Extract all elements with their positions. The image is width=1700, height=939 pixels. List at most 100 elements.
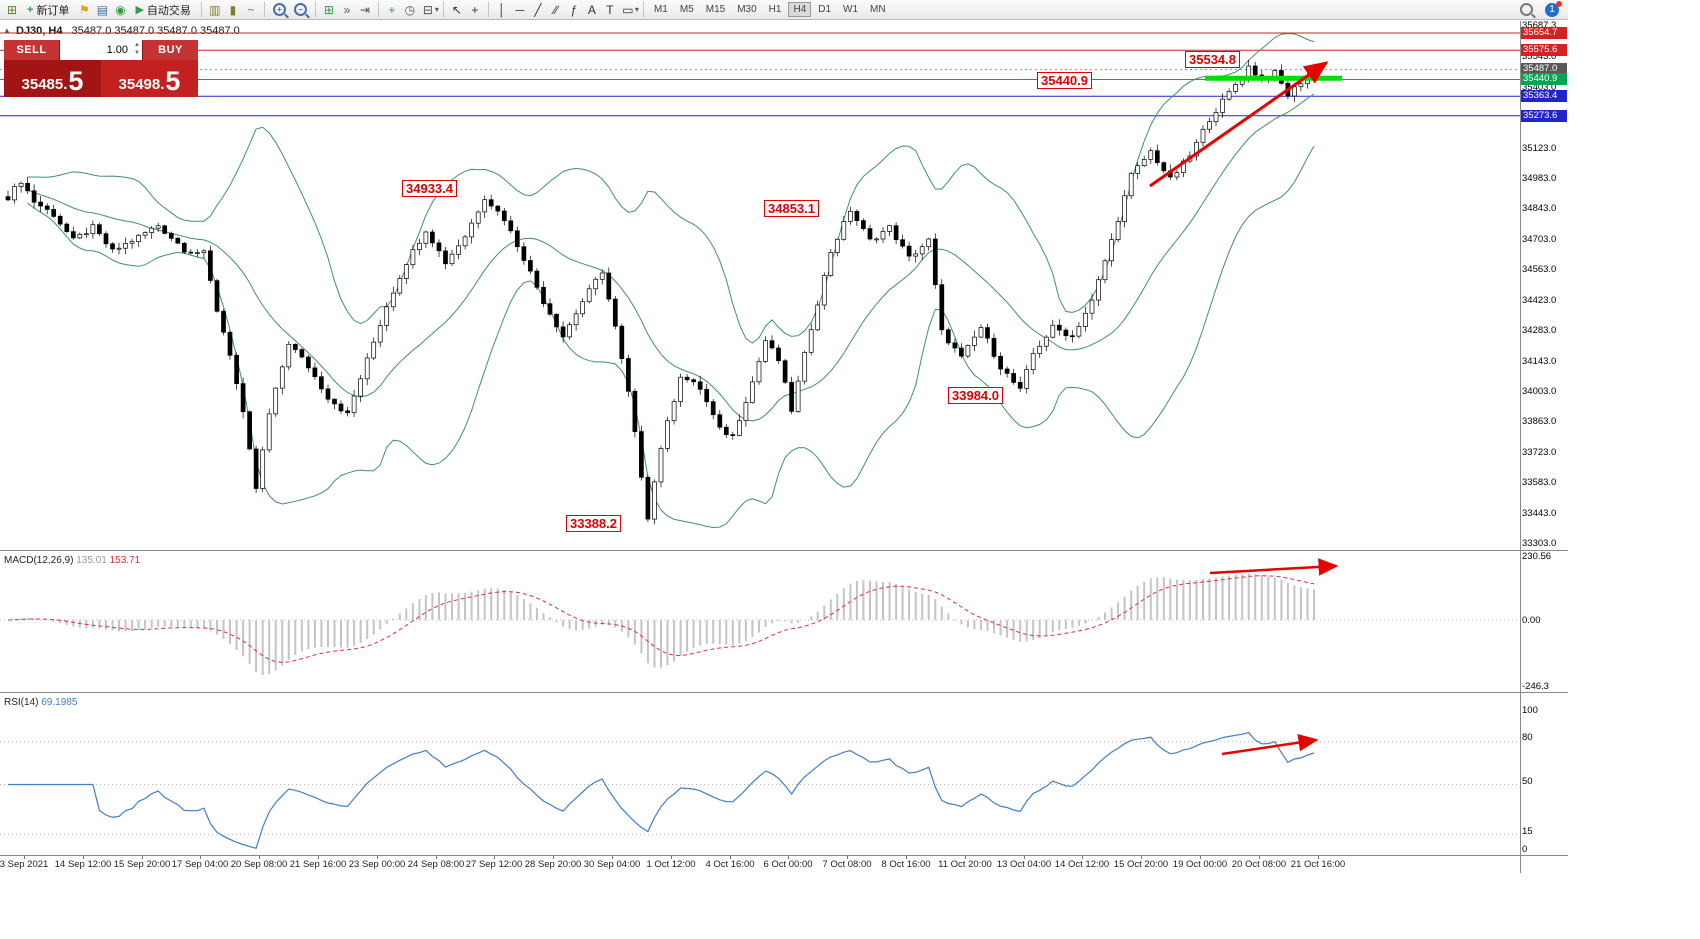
candle-body — [776, 347, 781, 362]
shapes-icon[interactable]: ▭ — [622, 2, 634, 17]
label-icon[interactable]: T — [606, 2, 614, 17]
templates-icon[interactable]: ⊟ — [422, 2, 433, 17]
time-axis-label: 15 Oct 20:00 — [1113, 859, 1169, 870]
rsi-axis-label: 15 — [1522, 826, 1533, 837]
oneclick-toggle-icon[interactable]: ▲ — [3, 26, 11, 35]
notification-badge[interactable]: 1 — [1545, 0, 1562, 17]
panel-separator[interactable] — [0, 692, 1568, 693]
candle-body — [162, 225, 168, 234]
shapes-caret-icon[interactable]: ▾ — [634, 5, 639, 14]
autotrade-button[interactable]: ▶ 自动交易 — [129, 1, 196, 19]
candle-body — [5, 196, 11, 201]
candle-body — [482, 199, 488, 213]
timeframe-mn-button[interactable]: MN — [870, 4, 886, 15]
buy-price[interactable]: 35498. 5 — [101, 60, 198, 97]
candle-body — [221, 310, 226, 333]
price-axis-label: 35543.0 — [1522, 51, 1557, 62]
indicators-icon[interactable]: + — [388, 2, 396, 17]
periods-icon[interactable]: ◷ — [404, 2, 416, 17]
templates-caret-icon[interactable]: ▾ — [434, 5, 439, 14]
channel-icon[interactable]: ∕∕ — [553, 2, 558, 17]
candle-body — [18, 182, 24, 187]
macd-axis-label: -246.3 — [1522, 681, 1549, 692]
timeframe-d1-button[interactable]: D1 — [818, 4, 832, 15]
candle-body — [345, 410, 350, 414]
price-callout-35534.8[interactable]: 35534.8 — [1185, 51, 1240, 68]
time-axis-label: 21 Oct 16:00 — [1290, 859, 1346, 870]
timeframe-m1-button[interactable]: M1 — [653, 4, 668, 15]
volume-input[interactable]: 1.00 ▲ ▼ — [60, 40, 142, 60]
time-axis-tick — [553, 855, 554, 859]
horizontal-line-icon[interactable]: ─ — [515, 2, 525, 17]
tile-windows-icon[interactable]: ⊞ — [323, 2, 334, 17]
candle-body — [906, 245, 912, 257]
candle-body — [25, 182, 30, 192]
timeframe-m5-button[interactable]: M5 — [679, 4, 694, 15]
candle-body — [671, 401, 677, 422]
cursor-icon[interactable]: ↖ — [451, 2, 462, 17]
price-callout-34933.4[interactable]: 34933.4 — [402, 180, 457, 197]
line-chart-icon[interactable]: ~ — [247, 2, 255, 17]
time-axis-tick — [494, 855, 495, 859]
time-axis-label: 17 Sep 04:00 — [171, 859, 229, 870]
candle-body — [364, 357, 370, 380]
vertical-line-icon[interactable]: │ — [498, 2, 506, 17]
time-axis-label: 19 Oct 00:00 — [1172, 859, 1228, 870]
candle-body — [260, 449, 266, 489]
candle-body — [821, 275, 827, 306]
zoom-in-icon[interactable]: + — [272, 3, 286, 16]
volume-spinner[interactable]: ▲ ▼ — [134, 42, 140, 57]
chart-shift-icon[interactable]: ⇥ — [359, 2, 370, 17]
market-watch-icon[interactable]: ◉ — [115, 2, 126, 17]
rsi-arrow-object[interactable] — [1221, 733, 1319, 756]
zoom-out-icon[interactable]: − — [293, 3, 307, 16]
candle-body — [743, 402, 749, 421]
price-callout-33984.0[interactable]: 33984.0 — [948, 387, 1003, 404]
candle-body — [1141, 159, 1147, 167]
price-axis-tag: 35273.6 — [1521, 110, 1567, 122]
price-callout-35440.9[interactable]: 35440.9 — [1037, 72, 1092, 89]
buy-button[interactable]: BUY — [143, 40, 198, 60]
price-callout-34853.1[interactable]: 34853.1 — [764, 200, 819, 217]
timeframe-h4-button[interactable]: H4 — [788, 2, 812, 17]
crosshair-icon[interactable]: + — [471, 2, 479, 17]
autotrade-label: 自动交易 — [146, 4, 191, 17]
profiles-icon[interactable]: ▤ — [96, 2, 109, 17]
candle-body — [188, 251, 194, 254]
trend-arrow-object[interactable] — [1149, 61, 1329, 188]
candle-body — [84, 233, 89, 236]
sell-button[interactable]: SELL — [4, 40, 59, 60]
announcement-icon[interactable]: ⚑ — [79, 2, 90, 17]
trendline-icon[interactable]: ╱ — [534, 2, 542, 17]
fibonacci-icon[interactable]: ƒ — [570, 2, 578, 17]
candle-body — [266, 413, 272, 451]
candlestick-chart-icon[interactable]: ▮ — [229, 2, 237, 17]
new-chart-icon[interactable]: ⊞ — [6, 2, 18, 17]
new-order-button[interactable]: + 新订单 — [21, 1, 75, 19]
rsi-panel[interactable] — [0, 693, 1520, 855]
bars-chart-icon[interactable]: ▥ — [209, 2, 221, 17]
candle-body — [723, 426, 729, 435]
price-callout-33388.2[interactable]: 33388.2 — [566, 515, 621, 532]
main-chart[interactable] — [0, 22, 1520, 550]
candle-body — [390, 292, 396, 308]
price-axis-separator — [1520, 21, 1521, 873]
time-axis-label: 6 Oct 00:00 — [763, 859, 813, 870]
candle-body — [737, 420, 742, 436]
panel-separator[interactable] — [0, 550, 1568, 551]
timeframe-h1-button[interactable]: H1 — [768, 4, 782, 15]
timeframe-m30-button[interactable]: M30 — [737, 4, 757, 15]
search-icon[interactable] — [1520, 3, 1533, 16]
macd-panel[interactable] — [0, 551, 1520, 692]
timeframe-w1-button[interactable]: W1 — [843, 4, 859, 15]
price-axis-label: 35403.0 — [1522, 82, 1557, 93]
sell-price[interactable]: 35485. 5 — [4, 60, 101, 97]
rsi-axis-label: 80 — [1522, 732, 1533, 743]
candle-body — [38, 201, 43, 207]
text-icon[interactable]: A — [587, 2, 596, 17]
auto-scroll-icon[interactable]: » — [343, 2, 351, 17]
candle-body — [123, 243, 128, 249]
macd-arrow-object[interactable] — [1209, 558, 1339, 576]
timeframe-m15-button[interactable]: M15 — [705, 4, 726, 15]
